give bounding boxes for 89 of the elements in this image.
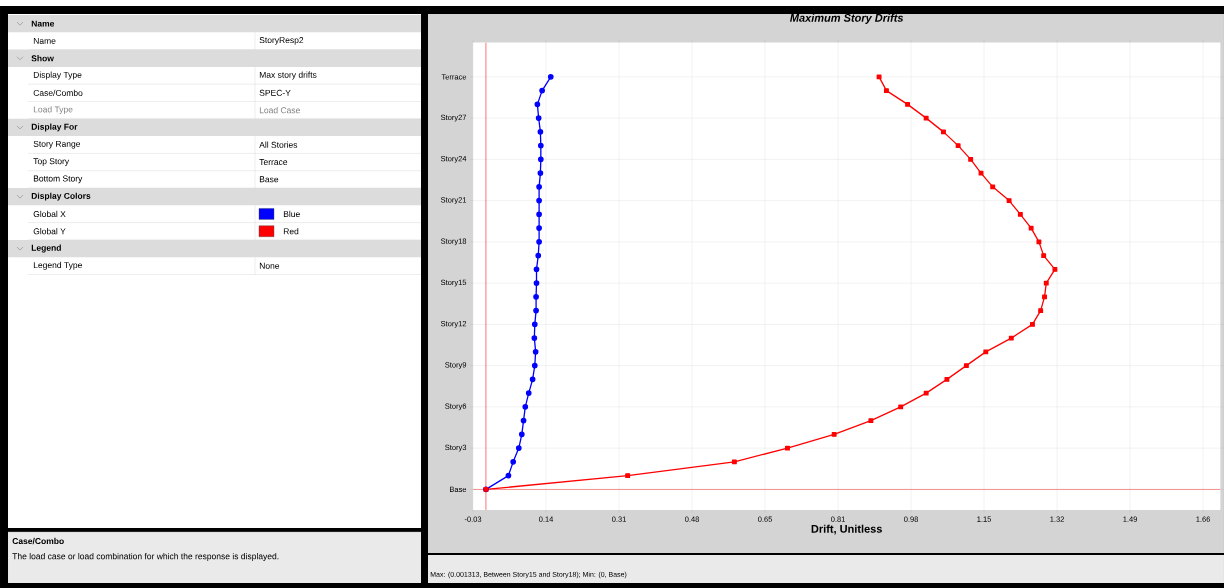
point xyxy=(520,417,527,424)
point xyxy=(533,266,540,273)
point xyxy=(955,143,961,149)
point xyxy=(537,142,544,149)
text: Case/Combo xyxy=(12,537,64,545)
point xyxy=(1038,308,1044,314)
text: Max story drifts xyxy=(259,71,317,80)
point xyxy=(533,280,540,286)
point xyxy=(1008,335,1014,341)
point xyxy=(525,390,532,396)
point xyxy=(1029,321,1035,327)
text: Display For xyxy=(31,123,78,132)
point xyxy=(534,101,541,108)
point xyxy=(532,349,539,355)
point xyxy=(536,225,542,231)
point xyxy=(536,184,542,190)
point xyxy=(536,239,542,245)
point xyxy=(537,156,544,163)
text: Global Y xyxy=(33,228,66,235)
point xyxy=(1041,253,1047,259)
point xyxy=(983,349,989,355)
text: Case/Combo xyxy=(33,89,83,96)
text: Story Range xyxy=(33,140,81,149)
text: Blue xyxy=(283,210,300,218)
point xyxy=(537,170,544,176)
point xyxy=(1028,225,1034,231)
point xyxy=(1006,198,1012,204)
text: Name xyxy=(33,37,56,44)
point xyxy=(536,211,542,218)
point xyxy=(537,129,544,135)
point xyxy=(510,459,517,465)
text: Base xyxy=(259,176,279,183)
x-axis-title: Drift, Unitless xyxy=(811,524,882,535)
point xyxy=(941,129,946,135)
text: Red xyxy=(283,228,299,235)
point xyxy=(539,87,545,94)
text: Load Type xyxy=(33,106,73,115)
point xyxy=(963,363,969,369)
point xyxy=(1036,239,1042,245)
point xyxy=(923,115,929,121)
point xyxy=(831,431,837,437)
text: Name xyxy=(31,20,55,27)
point xyxy=(536,197,542,204)
point xyxy=(876,74,882,80)
point xyxy=(515,445,522,451)
point xyxy=(531,321,538,328)
chart-title: Maximum Story Drifts xyxy=(790,13,904,24)
point xyxy=(905,101,911,107)
point xyxy=(531,335,538,341)
point xyxy=(944,376,950,382)
text: SPEC-Y xyxy=(259,89,291,96)
text: Display Type xyxy=(33,71,82,80)
point xyxy=(531,362,538,369)
point xyxy=(1017,211,1023,217)
point xyxy=(868,418,874,424)
point xyxy=(625,473,631,479)
text: Show xyxy=(31,55,54,62)
point xyxy=(518,431,525,438)
text: None xyxy=(259,262,280,269)
text: Terrace xyxy=(259,159,288,165)
point xyxy=(535,252,542,259)
text: Legend xyxy=(31,244,61,253)
point xyxy=(990,184,996,190)
point xyxy=(533,307,539,314)
point xyxy=(547,74,554,80)
point xyxy=(978,170,984,176)
point xyxy=(535,115,542,121)
point xyxy=(883,88,889,94)
text: Global X xyxy=(33,210,66,218)
point xyxy=(533,294,539,300)
text: Bottom Story xyxy=(33,175,83,184)
text: Display Colors xyxy=(31,192,91,201)
text: Legend Type xyxy=(33,261,82,270)
text: The load case or load combination for which the response is displayed. xyxy=(12,553,279,561)
point xyxy=(505,472,512,479)
point xyxy=(923,390,929,396)
point xyxy=(898,404,904,410)
point xyxy=(1043,280,1049,286)
point xyxy=(522,404,529,410)
point xyxy=(1042,294,1047,300)
text: Top Story xyxy=(33,158,70,166)
point xyxy=(1052,266,1058,272)
point xyxy=(731,459,737,465)
point xyxy=(968,156,974,162)
text: All Stories xyxy=(259,141,298,148)
point xyxy=(785,445,790,451)
text: StoryResp2 xyxy=(259,37,304,45)
text: Load Case xyxy=(259,107,300,114)
point xyxy=(529,376,536,383)
